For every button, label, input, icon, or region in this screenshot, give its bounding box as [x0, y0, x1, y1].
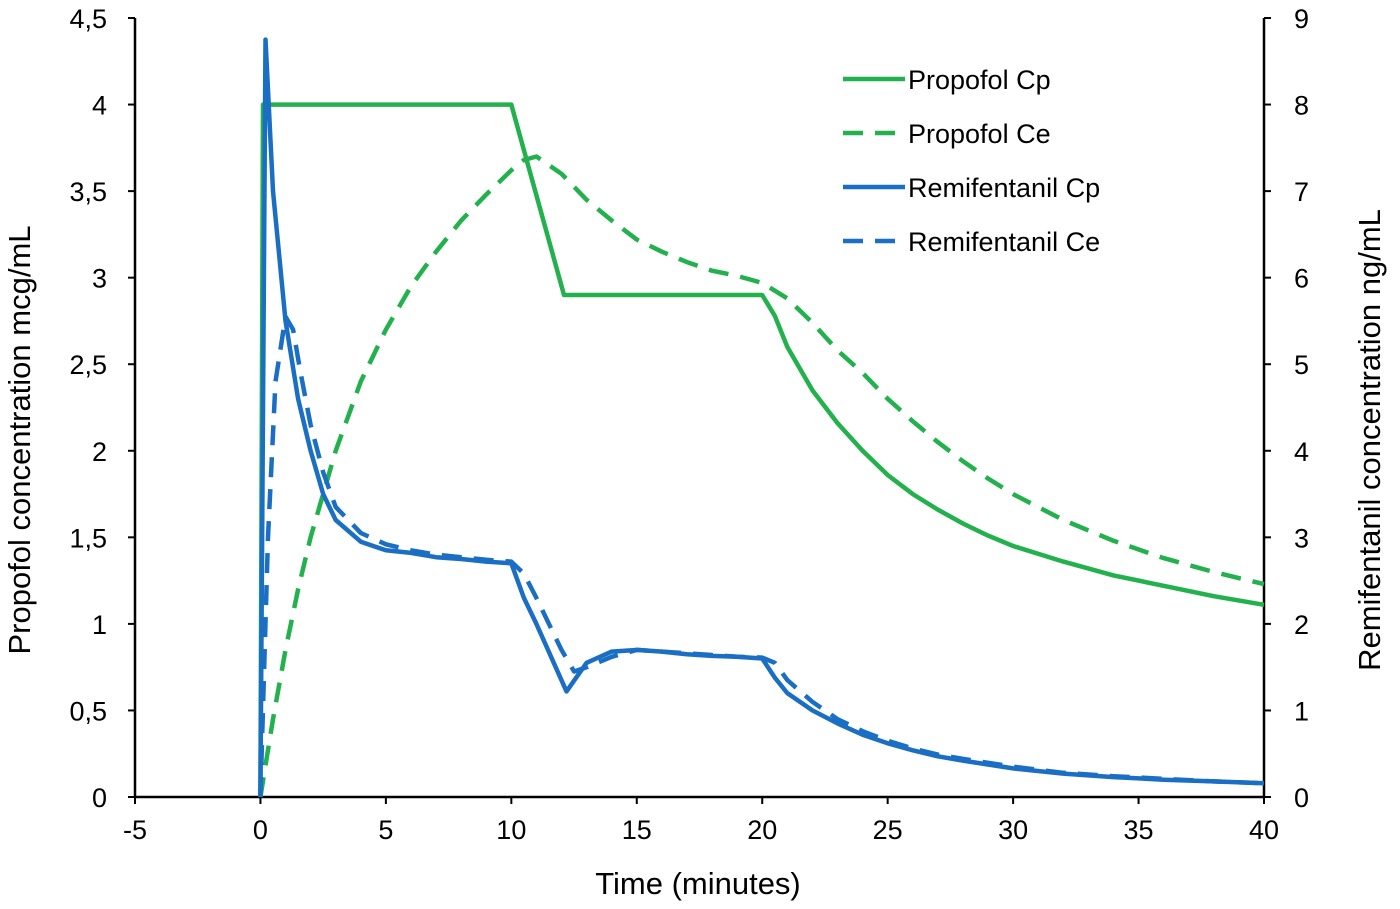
x-tick-label: 20 [747, 815, 777, 845]
y-right-tick-label: 9 [1294, 4, 1309, 34]
x-axis-title: Time (minutes) [595, 866, 801, 901]
series-line-propofol-cp [258, 102, 1265, 798]
y-right-tick-label: 6 [1294, 264, 1309, 294]
legend-label: Propofol Cp [908, 65, 1051, 95]
legend-label: Propofol Ce [908, 119, 1051, 149]
y-left-tick-label: 2,5 [69, 350, 107, 380]
x-tick-label: 15 [622, 815, 652, 845]
y-right-tick-label: 0 [1294, 783, 1309, 813]
x-tick-label: -5 [123, 815, 147, 845]
y-left-tick-label: 1 [92, 610, 107, 640]
legend: Propofol Cp Propofol Ce Remifentanil Cp Rem… [843, 65, 1100, 257]
y-left-tick-label: 3 [92, 264, 107, 294]
series-line-propofol-ce [258, 154, 1265, 798]
legend-label: Remifentanil Cp [908, 173, 1100, 203]
y-right-tick-label: 4 [1294, 437, 1309, 467]
x-tick-label: 5 [378, 815, 393, 845]
legend-label: Remifentanil Ce [908, 227, 1100, 257]
axes: -5 0 5 10 15 20 25 30 35 4000,511,522,533,544,501… [69, 4, 1309, 845]
y-left-tick-label: 4 [92, 91, 107, 121]
y-left-tick-label: 0 [92, 783, 107, 813]
y-right-tick-label: 7 [1294, 177, 1309, 207]
x-tick-label: 25 [873, 815, 903, 845]
x-tick-label: 10 [496, 815, 526, 845]
series-line-remifentanil-ce [258, 314, 1265, 798]
y-left-tick-label: 0,5 [69, 696, 107, 726]
x-tick-label: 40 [1249, 815, 1279, 845]
y-right-tick-label: 1 [1294, 696, 1309, 726]
y-left-tick-label: 1,5 [69, 523, 107, 553]
x-tick-label: 0 [253, 815, 268, 845]
x-tick-label: 35 [1124, 815, 1154, 845]
y-right-tick-label: 3 [1294, 523, 1309, 553]
series-line-remifentanil-cp [258, 37, 1265, 798]
y-right-tick-label: 2 [1294, 610, 1309, 640]
x-tick-label: 30 [998, 815, 1028, 845]
y-right-axis-title: Remifentanil concentration ng/mL [1352, 209, 1387, 671]
y-left-tick-label: 4,5 [69, 4, 107, 34]
y-right-tick-label: 5 [1294, 350, 1309, 380]
y-left-tick-label: 3,5 [69, 177, 107, 207]
series-layer [258, 37, 1265, 798]
y-right-tick-label: 8 [1294, 91, 1309, 121]
y-left-tick-label: 2 [92, 437, 107, 467]
y-left-axis-title: Propofol concentration mcg/mL [2, 225, 37, 654]
